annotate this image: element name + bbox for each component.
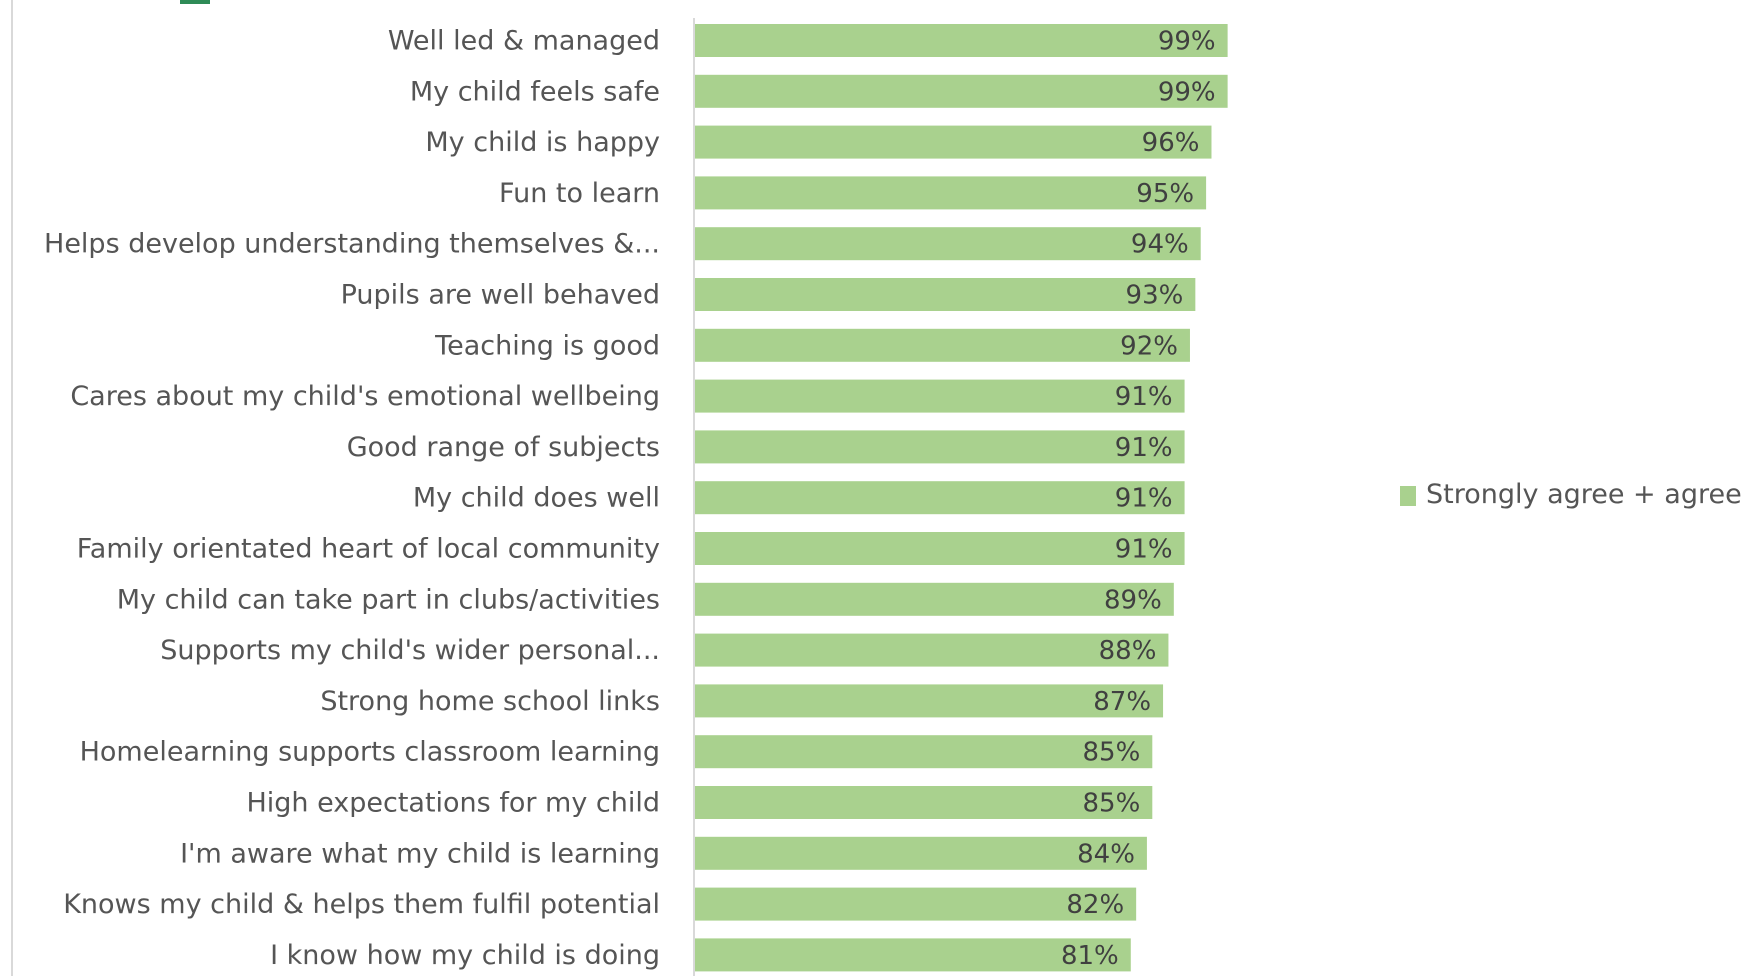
bar [695,278,1196,311]
data-label: 91% [1115,382,1173,412]
bar [695,735,1153,769]
bar [695,74,1228,108]
category-label: Helps develop understanding themselves &… [44,229,660,260]
category-label: My child can take part in clubs/activiti… [117,584,660,615]
data-label: 85% [1083,789,1141,819]
bar [695,836,1147,870]
legend-label: Strongly agree + agree [1426,479,1742,510]
data-label: 89% [1104,585,1162,615]
category-label: Teaching is good [434,330,660,361]
bar [695,938,1131,972]
bar [695,227,1201,261]
data-label: 96% [1142,128,1200,158]
category-label: Homelearning supports classroom learning [80,737,660,768]
category-label: I'm aware what my child is learning [180,838,660,869]
bar [695,532,1185,565]
category-label: Strong home school links [320,686,660,717]
bar [695,125,1212,159]
bar [695,633,1169,667]
legend-swatch [1400,486,1416,506]
data-label: 84% [1077,839,1135,869]
category-labels-group: Well led & managed My child feels safe My … [44,26,660,971]
data-label: 91% [1115,433,1173,463]
bars-group [695,24,1228,972]
category-label: High expectations for my child [246,788,660,819]
category-label: Pupils are well behaved [341,280,660,311]
category-label: I know how my child is doing [270,940,660,971]
title-accent [180,0,210,4]
bar [695,481,1185,515]
bar [695,887,1137,921]
bar [695,430,1185,464]
data-label: 99% [1158,27,1216,57]
bar [695,176,1207,210]
data-labels-group: 99% 99% 96% 95% 94% 93% 92% 91% 91% 91% 91% 89% 88% 8… [1061,27,1216,971]
category-label: Knows my child & helps them fulfil poten… [63,889,660,920]
category-label: My child feels safe [410,76,660,107]
bar [695,24,1228,57]
data-label: 99% [1158,77,1216,107]
bar [695,582,1174,616]
category-label: My child does well [413,483,660,514]
category-label: Fun to learn [499,178,660,209]
data-label: 94% [1131,230,1189,260]
data-label: 82% [1066,890,1124,920]
data-label: 87% [1093,687,1151,717]
category-label: Good range of subjects [347,432,660,463]
bar [695,786,1153,819]
data-label: 91% [1115,535,1173,565]
data-label: 93% [1126,281,1184,311]
data-label: 85% [1083,738,1141,768]
bar [695,684,1164,718]
data-label: 91% [1115,484,1173,514]
data-label: 92% [1120,331,1178,361]
bar [695,328,1190,362]
bar [695,379,1185,413]
data-label: 81% [1061,941,1119,971]
category-label: Well led & managed [388,26,660,57]
data-label: 88% [1099,636,1157,666]
category-label: My child is happy [425,127,660,158]
data-label: 95% [1136,179,1194,209]
category-label: Family orientated heart of local communi… [77,534,660,565]
category-label: Cares about my child's emotional wellbei… [70,381,660,412]
category-label: Supports my child's wider personal... [160,635,660,666]
legend: Strongly agree + agree [1400,479,1742,510]
